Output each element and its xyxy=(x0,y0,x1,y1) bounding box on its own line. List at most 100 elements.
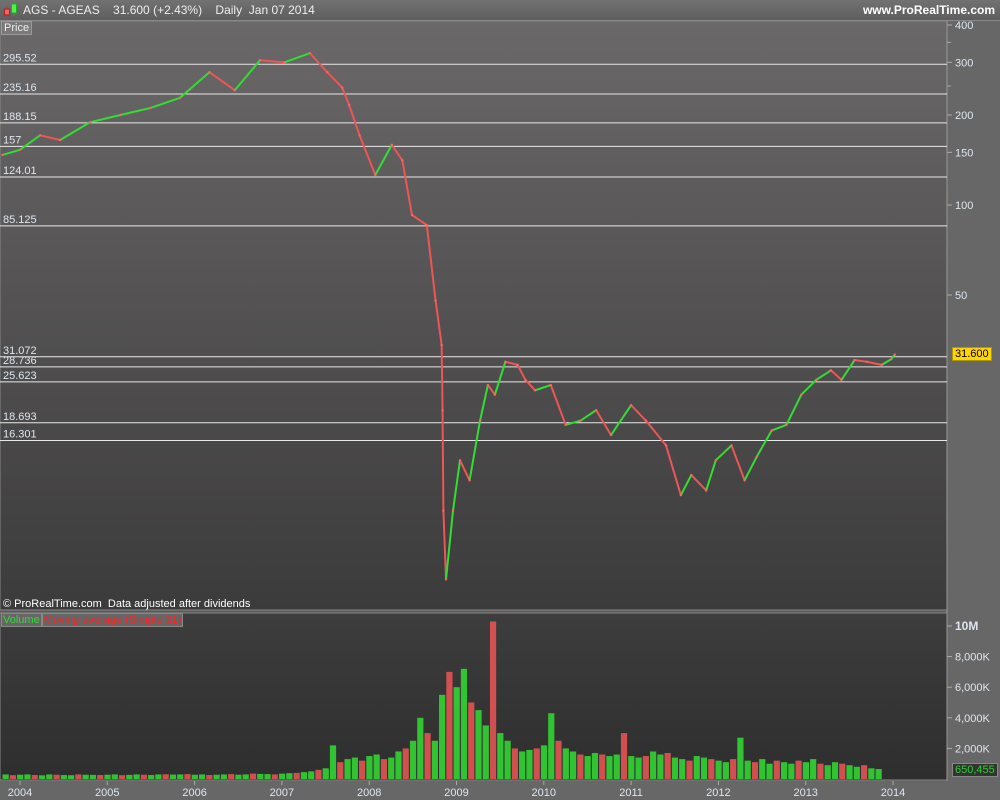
volume-bar xyxy=(359,760,366,779)
volume-bar xyxy=(875,769,882,779)
price-segment xyxy=(690,474,707,492)
volume-legend: Volume Moving average (Simple 31) xyxy=(1,613,184,627)
volume-bar xyxy=(606,756,613,779)
last-volume-badge: 650,455 xyxy=(952,763,998,777)
price-segment xyxy=(459,459,471,481)
price-point xyxy=(814,378,818,382)
x-tick-label: 2008 xyxy=(357,787,381,799)
volume-bar xyxy=(308,771,315,779)
price-segment xyxy=(208,71,236,92)
price-segment xyxy=(565,419,581,426)
right-axis xyxy=(947,21,1000,781)
volume-legend-label: Volume xyxy=(1,613,42,627)
volume-bar xyxy=(329,745,337,779)
level-label: 235.16 xyxy=(3,82,37,94)
price-segment xyxy=(441,410,445,511)
volume-bar xyxy=(671,757,679,779)
price-segment xyxy=(19,134,41,151)
price-point xyxy=(18,148,22,151)
volume-bar xyxy=(9,775,17,779)
volume-bar xyxy=(351,757,358,779)
price-point xyxy=(38,134,42,137)
volume-bar xyxy=(249,773,257,779)
price-point xyxy=(549,383,552,387)
y-tick-label: 300 xyxy=(955,57,973,69)
volume-bar xyxy=(504,740,511,779)
price-segment xyxy=(610,404,632,436)
price-segment xyxy=(830,369,843,381)
volume-bar xyxy=(795,760,802,779)
price-segment xyxy=(401,160,413,216)
volume-bar xyxy=(475,710,482,779)
volume-bar xyxy=(831,762,839,779)
volume-bar xyxy=(118,775,126,779)
price-point xyxy=(434,299,437,302)
price-segment xyxy=(549,384,567,426)
level-label: 28.736 xyxy=(3,355,37,367)
x-tick-label: 2012 xyxy=(706,787,730,799)
price-segment xyxy=(179,71,211,99)
volume-bar xyxy=(839,763,846,779)
volume-bar xyxy=(722,762,729,779)
price-segment xyxy=(800,379,817,396)
price-point xyxy=(410,213,414,217)
volume-bar xyxy=(337,762,344,779)
price-segment xyxy=(705,460,717,491)
volume-bar xyxy=(169,774,177,779)
price-segment xyxy=(679,474,693,496)
volume-bar xyxy=(860,765,868,779)
price-point xyxy=(504,360,507,363)
volume-bar xyxy=(810,759,817,779)
x-tick-label: 2013 xyxy=(793,787,817,799)
volume-bar xyxy=(635,757,642,779)
volume-bar xyxy=(257,773,264,779)
x-tick-label: 2010 xyxy=(532,787,556,799)
price-point xyxy=(444,578,448,581)
volume-bar xyxy=(853,766,860,779)
price-segment xyxy=(326,71,343,89)
volume-bar xyxy=(584,756,591,779)
volume-bar xyxy=(548,713,555,779)
level-label: 25.623 xyxy=(3,370,37,382)
price-point xyxy=(258,58,262,62)
price-segment xyxy=(89,114,121,124)
level-label: 85.125 xyxy=(3,214,37,226)
price-point xyxy=(533,389,537,392)
price-point xyxy=(390,143,394,146)
price-segment xyxy=(442,510,448,580)
level-label: 124.01 xyxy=(3,165,37,177)
price-panel xyxy=(0,20,948,611)
volume-bar xyxy=(730,759,737,779)
price-segment xyxy=(595,409,612,436)
price-point xyxy=(347,103,351,107)
price-point xyxy=(478,419,482,422)
volume-bar xyxy=(497,733,504,779)
price-segment xyxy=(840,359,856,381)
volume-bar xyxy=(46,774,53,779)
x-tick-label: 2009 xyxy=(444,787,468,799)
price-segment xyxy=(630,404,647,422)
price-segment xyxy=(785,394,803,426)
volume-bar xyxy=(599,754,606,779)
price-point xyxy=(714,459,717,462)
price-point xyxy=(119,113,122,117)
volume-bar xyxy=(460,668,468,779)
volume-bar xyxy=(271,774,278,779)
price-segment xyxy=(579,409,597,422)
price-point xyxy=(440,343,443,347)
x-tick-label: 2007 xyxy=(270,787,294,799)
volume-bar xyxy=(111,774,118,779)
price-panel-label: Price xyxy=(1,21,33,35)
candlestick-icon xyxy=(4,2,17,18)
y-tick-label: 400 xyxy=(955,20,973,32)
volume-bar xyxy=(89,774,97,779)
brand-link[interactable]: www.ProRealTime.com xyxy=(862,3,995,17)
volume-bar xyxy=(293,772,300,779)
y-tick-label: 150 xyxy=(955,147,973,159)
price-segment xyxy=(284,52,311,64)
price-point xyxy=(208,71,211,74)
volume-bar xyxy=(620,733,628,779)
price-segment xyxy=(120,107,151,116)
price-point xyxy=(564,423,567,427)
